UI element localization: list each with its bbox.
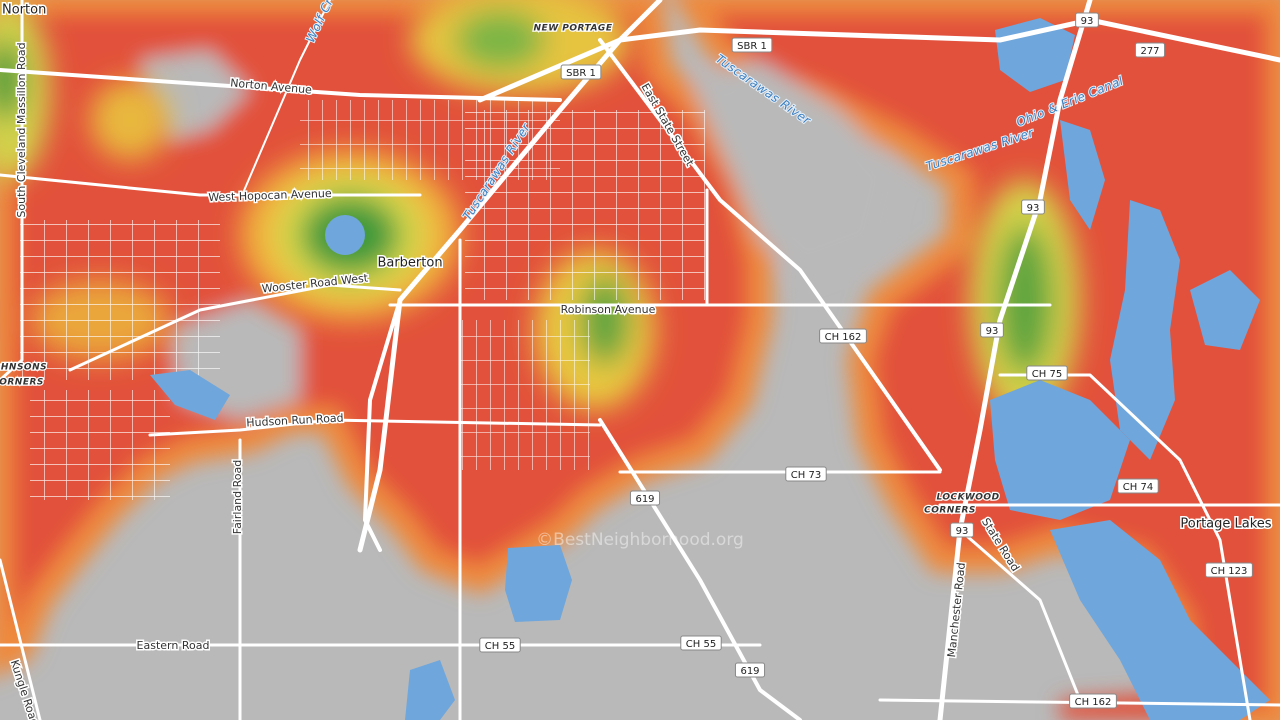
route-shield: CH 55	[479, 637, 521, 653]
shield-label: CH 162	[1075, 697, 1112, 708]
route-shield: CH 75	[1026, 365, 1068, 381]
lake	[990, 380, 1130, 520]
road	[363, 298, 402, 552]
lake	[1190, 270, 1260, 350]
route-shield: 619	[629, 490, 661, 506]
shield-label: CH 73	[791, 470, 821, 481]
route-shield: CH 73	[785, 466, 827, 482]
shield-background	[731, 37, 773, 53]
road	[0, 173, 422, 197]
route-shield: CH 123	[1205, 562, 1253, 578]
road	[0, 558, 42, 720]
place-label: Norton	[2, 3, 46, 18]
route-shield: 93	[1075, 12, 1099, 28]
route-shield: CH 55	[680, 635, 722, 651]
canal	[1060, 120, 1105, 230]
shield-background	[819, 328, 867, 344]
road	[958, 528, 1082, 702]
shield-background	[1134, 42, 1166, 58]
lake	[505, 545, 572, 622]
zone-green	[455, 10, 545, 70]
shield-label: SBR 1	[566, 68, 596, 79]
shield-background	[1205, 562, 1253, 578]
road	[598, 38, 942, 472]
route-shield: SBR 1	[731, 37, 773, 53]
road	[0, 0, 24, 382]
road-label: South Cleveland Massillon Road	[15, 42, 28, 217]
shield-background	[680, 635, 722, 651]
route-shield: 93	[1021, 199, 1045, 215]
shield-label: CH 162	[825, 332, 862, 343]
shield-background	[479, 637, 521, 653]
place-label: CORNERS	[0, 378, 44, 388]
road	[0, 68, 562, 102]
shield-label: 619	[635, 494, 654, 505]
shield-background	[1069, 693, 1117, 709]
place-label: Portage Lakes	[1180, 517, 1271, 532]
route-shield: CH 162	[1069, 693, 1117, 709]
shield-background	[734, 662, 766, 678]
place-label: NEW PORTAGE	[534, 24, 613, 34]
zone-green	[0, 40, 23, 120]
street-grid	[30, 390, 170, 500]
road	[68, 283, 402, 372]
place-label: LOCKWOOD	[936, 493, 999, 503]
road-label: Eastern Road	[137, 639, 210, 652]
shield-label: SBR 1	[737, 41, 767, 52]
road	[477, 17, 1280, 103]
road	[148, 418, 602, 437]
zone-green	[997, 225, 1053, 375]
shield-background	[950, 522, 974, 538]
watermark: ©BestNeighborhood.org	[536, 530, 744, 550]
shield-label: 619	[740, 666, 759, 677]
shield-background	[560, 64, 602, 80]
shield-background	[785, 466, 827, 482]
lake	[1110, 200, 1180, 460]
shield-label: 93	[1081, 16, 1094, 27]
route-shield: 93	[950, 522, 974, 538]
route-shield: 619	[734, 662, 766, 678]
shield-background	[629, 490, 661, 506]
road	[598, 418, 802, 720]
shield-label: 93	[1027, 203, 1040, 214]
shield-background	[1117, 478, 1159, 494]
route-shield: 93	[980, 322, 1004, 338]
shield-background	[1026, 365, 1068, 381]
shield-label: CH 55	[485, 641, 515, 652]
creek	[239, 0, 331, 201]
water	[150, 18, 1270, 720]
shield-label: 93	[956, 526, 969, 537]
route-shield: 277	[1134, 42, 1166, 58]
road-label: Robinson Avenue	[561, 303, 656, 316]
place-label: JOHNSONS	[0, 363, 47, 373]
shield-label: CH 123	[1211, 566, 1248, 577]
shield-label: CH 74	[1123, 482, 1153, 493]
route-shield: CH 74	[1117, 478, 1159, 494]
lake	[325, 215, 365, 255]
place-label: Barberton	[377, 256, 442, 271]
zone-gray	[690, 60, 900, 280]
shield-background	[980, 322, 1004, 338]
shield-label: 277	[1140, 46, 1159, 57]
lake	[1050, 520, 1270, 720]
zone-orange	[90, 80, 170, 160]
shield-label: CH 55	[686, 639, 716, 650]
shield-background	[1021, 199, 1045, 215]
road-label: West Hopocan Avenue	[208, 187, 332, 204]
shield-label: 93	[986, 326, 999, 337]
road-label: Fairland Road	[231, 460, 244, 535]
place-label: CORNERS	[924, 506, 976, 516]
lake	[150, 370, 230, 420]
route-shield: SBR 1	[560, 64, 602, 80]
street-grid	[20, 220, 220, 380]
lake	[405, 660, 455, 720]
street-grid	[300, 100, 560, 180]
street-grid	[460, 320, 590, 470]
route-shield: CH 162	[819, 328, 867, 344]
shield-label: CH 75	[1032, 369, 1062, 380]
shield-background	[1075, 12, 1099, 28]
